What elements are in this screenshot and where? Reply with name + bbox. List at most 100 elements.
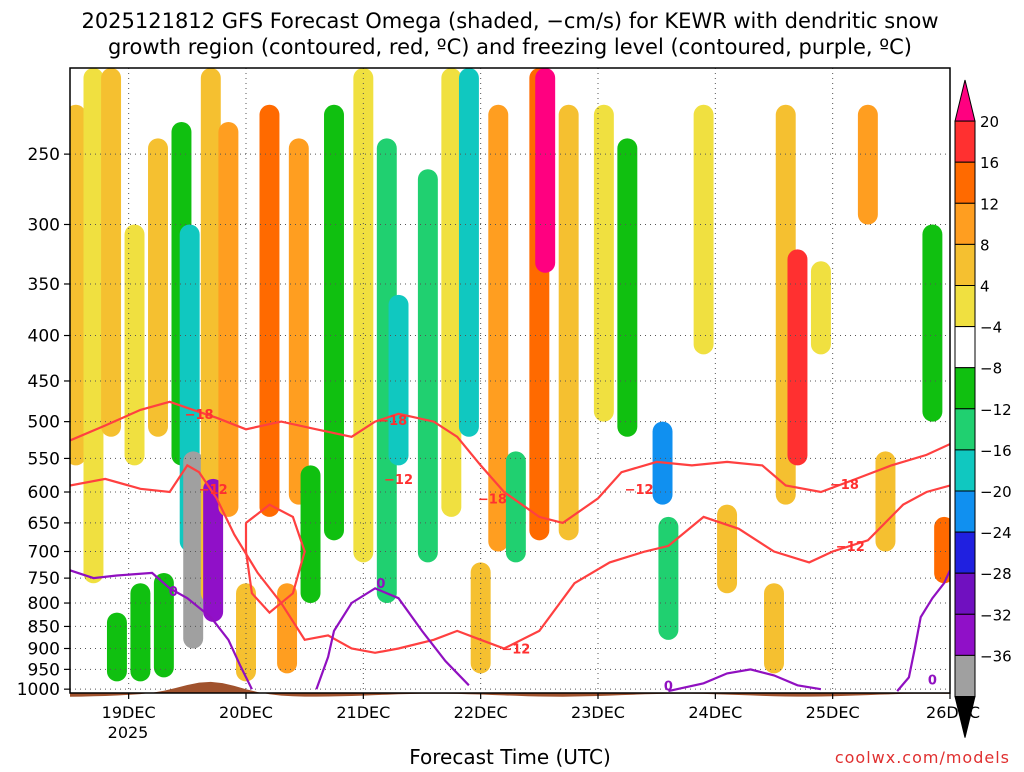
colorbar-swatch-8 [954,408,976,451]
colorbar-label-9: −20 [980,483,1012,501]
colorbar-swatch-7 [954,367,976,410]
contour-label-3: −12 [384,473,413,488]
contour-label-9: 0 [169,585,178,600]
contour-freezing_3 [668,668,822,693]
y-tick-label-7: 600 [28,483,60,503]
contour-label-7: −12 [836,540,865,555]
x-tick-label-4: 23DEC [571,703,625,722]
contour-label-8: −12 [501,642,530,657]
y-axis-pressure-ticks: 2503003504004505005506006507007508008509… [17,145,70,700]
x-axis-date-ticks: 19DEC 20DEC 21DEC 22DEC 23DEC 24DEC 25DEC 26DEC [102,693,980,722]
x-axis-label: Forecast Time (UTC) [409,745,611,768]
omega-band-31 [558,104,579,541]
omega-band-6 [148,138,168,437]
contour-dgz_top [70,400,950,525]
contour-label-2: −18 [378,414,407,429]
contour-label-4: −18 [478,492,507,507]
contour-label-11: 0 [664,679,673,694]
y-tick-label-8: 650 [28,514,60,534]
omega-band-7 [153,572,174,678]
y-tick-label-2: 350 [28,275,60,295]
omega-band-43 [875,451,896,552]
contour-label-6: −18 [830,478,859,493]
colorbar-swatch-9 [954,449,976,492]
x-tick-label-2: 21DEC [336,703,390,722]
omega-band-45 [934,516,950,584]
omega-band-15 [259,104,280,517]
colorbar-label-6: −8 [980,360,1002,378]
x-tick-label-3: 22DEC [454,703,508,722]
omega-band-23 [417,169,438,563]
omega-band-42 [857,104,878,225]
colorbar-swatch-10 [954,490,976,533]
y-tick-label-15: 1000 [17,680,60,700]
contour-label-0: −18 [185,408,214,423]
contour-label-1: −12 [199,483,228,498]
omega-band-18 [300,465,321,604]
omega-band-13 [218,121,239,517]
colorbar-label-5: −4 [980,319,1002,337]
x-tick-label-5: 24DEC [688,703,742,722]
omega-band-2 [101,68,122,437]
x-tick-label-6: 25DEC [806,703,860,722]
y-tick-label-1: 300 [28,215,60,235]
contour-lines [70,400,950,693]
colorbar-label-0: 20 [980,113,999,131]
omega-band-17 [288,138,309,505]
colorbar-swatch-11 [954,531,976,574]
omega-band-10 [183,451,204,649]
omega-band-24 [441,68,462,517]
omega-band-3 [106,612,127,682]
contour-dgz_loop [244,503,306,615]
colorbar-swatch-5 [954,285,976,328]
colorbar-label-7: −12 [980,401,1012,419]
omega-band-33 [617,138,638,437]
omega-band-28 [505,451,526,563]
omega-band-19 [324,104,344,541]
colorbar-label-12: −32 [980,606,1012,624]
contour-dgz_bottom [70,463,950,654]
omega-band-38 [764,583,784,674]
omega-band-4 [124,224,145,466]
omega-band-25 [458,68,479,437]
colorbar-swatch-0 [954,79,976,122]
chart-title-line2: growth region (contoured, red, ºC) and f… [108,35,912,59]
colorbar-swatch-12 [954,572,976,615]
colorbar-swatch-13 [954,613,976,656]
omega-band-41 [810,261,831,355]
contour-label-12: 0 [928,673,937,688]
omega-band-0 [70,104,86,466]
contour-freezing_4 [896,569,950,692]
colorbar-label-2: 12 [980,195,999,213]
omega-band-44 [922,224,943,422]
colorbar: 20 16 12 8 4 −4 −8 −12 −16 −20 −24 −28 −32 −36 [954,79,1012,738]
colorbar-swatch-14 [954,654,976,698]
colorbar-swatch-6 [954,326,976,369]
credit-text: coolwx.com/models [835,748,1010,767]
omega-band-20 [353,68,374,563]
y-tick-label-14: 950 [28,660,60,680]
omega-band-37 [717,504,738,594]
y-tick-label-0: 250 [28,145,60,165]
omega-band-40 [787,249,808,466]
colorbar-swatch-3 [954,202,976,245]
omega-band-22 [388,294,409,466]
grid-lines [70,68,951,693]
contour-freezing_2 [315,587,470,690]
omega-band-14 [236,583,256,682]
omega-shading [70,68,950,682]
colorbar-label-11: −28 [980,565,1012,583]
colorbar-label-3: 8 [980,236,990,254]
colorbar-label-8: −16 [980,442,1012,460]
contour-freezing [70,569,253,690]
omega-band-36 [693,104,714,355]
colorbar-swatch-2 [954,161,976,204]
omega-band-12 [203,478,224,622]
y-tick-label-13: 900 [28,639,60,659]
omega-band-1 [83,68,104,584]
y-tick-label-10: 750 [28,569,60,589]
colorbar-swatch-4 [954,243,976,286]
y-tick-label-9: 700 [28,543,60,563]
x-tick-label-1: 20DEC [219,703,273,722]
